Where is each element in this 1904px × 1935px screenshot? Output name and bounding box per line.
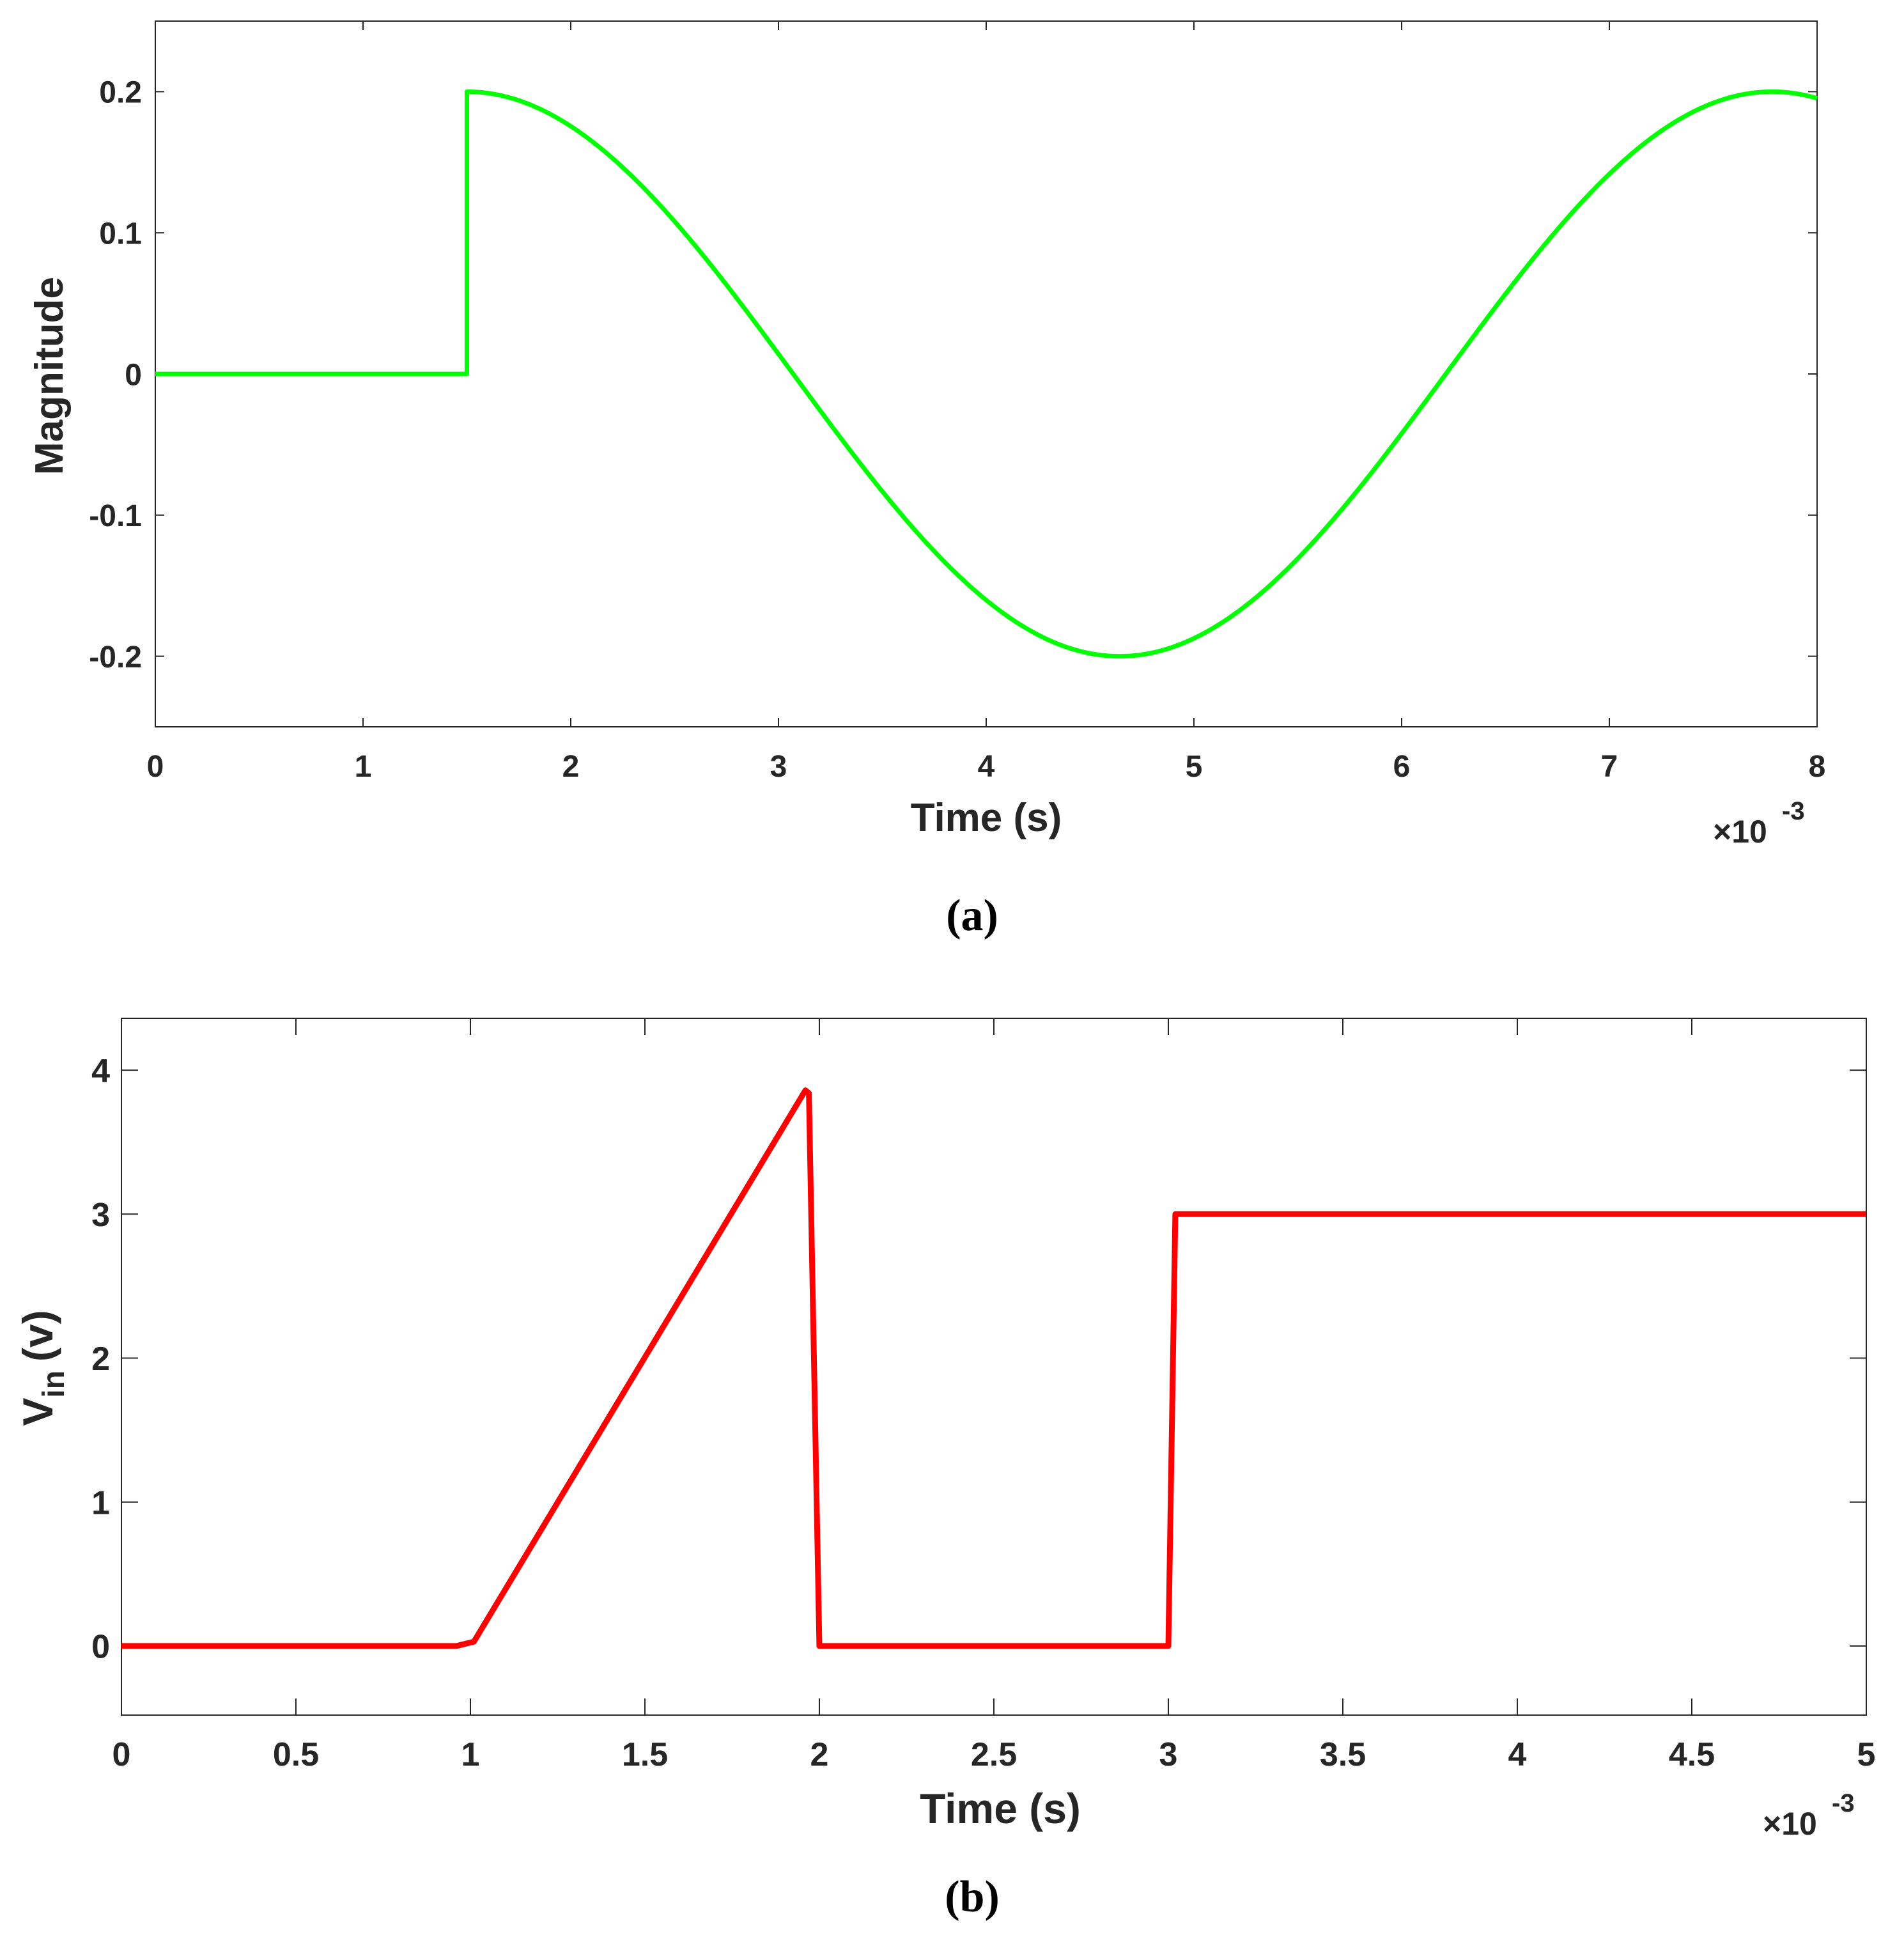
chart-a-xtick-labels: 0 1 2 3 4 5 6 7 8 xyxy=(147,750,1826,784)
chart-a-xtick-label: 6 xyxy=(1393,750,1411,784)
chart-a-series-line xyxy=(155,89,1818,659)
chart-b-xtick-labels: 0 0.5 1 1.5 2 2.5 3 3.5 4 4.5 5 xyxy=(112,1736,1876,1773)
chart-a: 0 1 2 3 4 5 6 7 8 0.2 0.1 0 -0.1 -0.2 Time (s) Magni… xyxy=(27,20,1826,940)
chart-b-xtick-label: 1.5 xyxy=(622,1736,668,1773)
chart-b-xtick-label: 2.5 xyxy=(971,1736,1017,1773)
chart-a-xtick-label: 1 xyxy=(355,750,372,784)
chart-b-axes-box xyxy=(121,1018,1867,1716)
chart-a-x-exponent-power: -3 xyxy=(1782,797,1805,825)
chart-b-xtick-label: 3 xyxy=(1159,1736,1178,1773)
chart-b-xtick-label: 0.5 xyxy=(273,1736,319,1773)
chart-b-ytick-label: 3 xyxy=(91,1197,110,1234)
chart-a-caption: (a) xyxy=(946,891,998,940)
chart-b-caption: (b) xyxy=(945,1872,1000,1922)
chart-a-ytick-label: -0.1 xyxy=(89,499,142,533)
chart-a-ytick-label: -0.2 xyxy=(89,641,142,674)
chart-a-ytick-label: 0.2 xyxy=(99,76,142,110)
chart-a-ticks xyxy=(155,21,1818,727)
chart-a-x-exponent: ×10 -3 xyxy=(1713,797,1805,850)
chart-b-ytick-label: 1 xyxy=(91,1484,110,1521)
chart-b-xtick-label: 1 xyxy=(461,1736,480,1773)
chart-a-xtick-label: 4 xyxy=(978,750,995,784)
chart-b-xtick-label: 0 xyxy=(112,1736,131,1773)
chart-b-ylabel-main: V xyxy=(14,1398,61,1426)
chart-a-xtick-label: 3 xyxy=(770,750,787,784)
chart-b-x-exponent-prefix: ×10 xyxy=(1763,1806,1817,1842)
chart-b-xtick-label: 3.5 xyxy=(1320,1736,1366,1773)
chart-a-xtick-label: 8 xyxy=(1809,750,1826,784)
chart-b-xtick-label: 2 xyxy=(810,1736,829,1773)
chart-a-ytick-labels: 0.2 0.1 0 -0.1 -0.2 xyxy=(89,76,142,674)
chart-b-ylabel-unit: (v) xyxy=(14,1310,61,1362)
chart-a-ytick-label: 0 xyxy=(125,358,142,392)
chart-b-ytick-label: 2 xyxy=(91,1341,110,1378)
chart-a-xtick-label: 5 xyxy=(1186,750,1203,784)
chart-b-ticks xyxy=(121,1018,1867,1715)
chart-b-ylabel: Vin (v) xyxy=(14,1310,71,1426)
chart-b-series-line xyxy=(121,1087,1866,1649)
chart-a-xlabel: Time (s) xyxy=(911,796,1062,840)
chart-a-xtick-label: 7 xyxy=(1601,750,1618,784)
chart-b-ytick-labels: 4 3 2 1 0 xyxy=(91,1053,110,1666)
chart-b-xtick-label: 4.5 xyxy=(1669,1736,1715,1773)
chart-b-ytick-label: 0 xyxy=(91,1629,110,1666)
chart-b-xtick-label: 5 xyxy=(1857,1736,1876,1773)
chart-b-x-exponent-power: -3 xyxy=(1832,1789,1855,1817)
chart-a-xtick-label: 2 xyxy=(562,750,580,784)
chart-b-ylabel-sub: in xyxy=(37,1371,71,1398)
chart-b-x-exponent: ×10 -3 xyxy=(1763,1789,1855,1842)
chart-a-xtick-label: 0 xyxy=(147,750,164,784)
chart-a-ylabel: Magnitude xyxy=(27,277,72,475)
chart-a-ytick-label: 0.1 xyxy=(99,217,142,251)
chart-b-xtick-label: 4 xyxy=(1508,1736,1527,1773)
svg-text:Vin(v): Vin (v) xyxy=(14,1310,71,1426)
chart-b: 0 0.5 1 1.5 2 2.5 3 3.5 4 4.5 5 4 3 2 1 0 Time (s) Vin… xyxy=(14,1018,1875,1922)
chart-b-xlabel: Time (s) xyxy=(920,1785,1081,1832)
chart-b-ytick-label: 4 xyxy=(91,1053,110,1090)
chart-a-x-exponent-prefix: ×10 xyxy=(1713,814,1767,850)
